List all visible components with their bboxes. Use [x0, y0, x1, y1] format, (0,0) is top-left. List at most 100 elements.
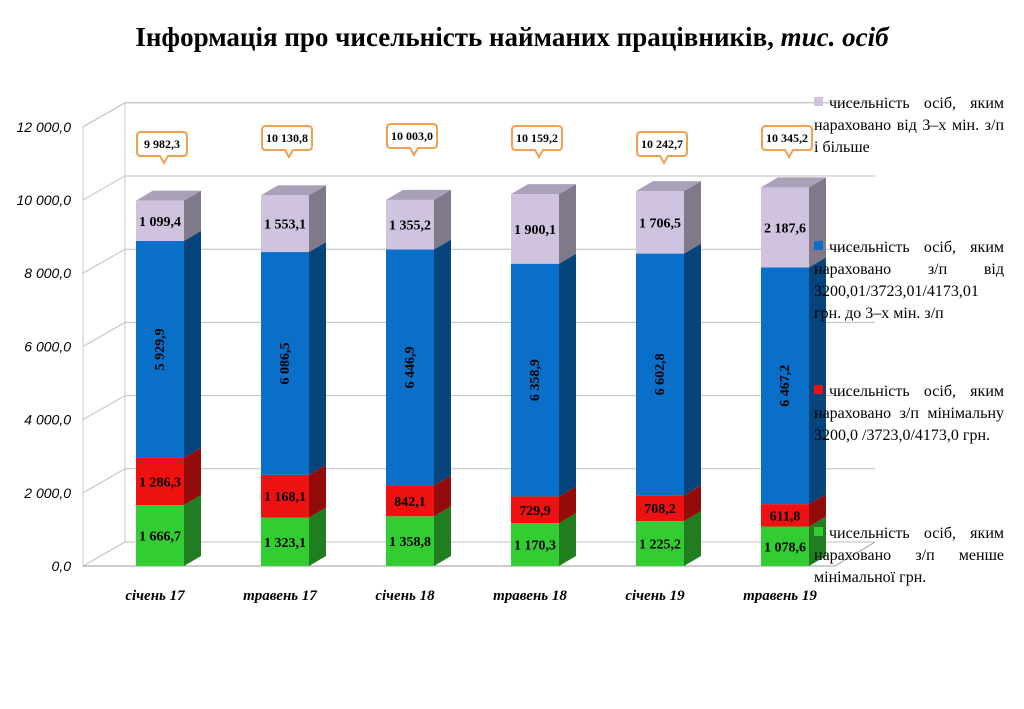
x-tick-label: травень 18 [493, 588, 567, 604]
total-callout [511, 125, 563, 160]
bar-segment-side [184, 230, 201, 458]
bar-segment [761, 526, 809, 566]
y-tick-label: 0,0 [52, 558, 72, 574]
total-label: 10 130,8 [266, 131, 308, 145]
y-tick-label: 4 000,0 [24, 412, 71, 428]
legend-swatch [814, 241, 823, 250]
bar-segment-side [559, 486, 576, 524]
gridline [82, 102, 875, 128]
bar-segment-side [184, 494, 201, 566]
bar-segment-side [684, 485, 701, 522]
bar-segment [761, 267, 809, 505]
legend-label: чисельність осіб, яким нараховано з/п ме… [814, 525, 1004, 586]
bar-segment [511, 523, 559, 566]
x-tick-label: травень 19 [743, 588, 817, 604]
bar-segment-label: 1 355,2 [389, 219, 431, 234]
bar-segment-side [684, 181, 701, 254]
total-callout [761, 125, 813, 160]
y-tick-label: 8 000,0 [24, 265, 71, 281]
gridline [82, 468, 875, 494]
bar-segment-side [309, 185, 326, 253]
bar-segment [261, 195, 309, 253]
total-label: 10 345,2 [766, 131, 808, 145]
total-label: 9 982,3 [144, 137, 180, 151]
legend-swatch [814, 97, 823, 106]
legend-label: чисельність осіб, яким нараховано від 3–… [814, 95, 1004, 156]
legend-swatch [814, 527, 823, 536]
bar-segment-label: 1 323,1 [264, 536, 306, 551]
gridline [82, 395, 875, 421]
bar-top-cap [386, 189, 451, 200]
legend-item: чисельність осіб, яким нараховано з/п ві… [814, 237, 1004, 325]
bar-segment [636, 495, 684, 522]
bar-segment-side [684, 511, 701, 566]
bar-segment-side [434, 475, 451, 517]
bar-segment [636, 253, 684, 496]
bar-segment-side [309, 507, 326, 566]
gridline [82, 321, 875, 347]
bar-segment-label: 1 099,4 [139, 215, 181, 230]
bar-segment-label: 6 467,2 [778, 365, 793, 407]
bar-segment [761, 504, 809, 527]
legend-item: чисельність осіб, яким нараховано з/п мі… [814, 381, 1004, 447]
bar-segment-side [684, 243, 701, 496]
bar-segment-label: 842,1 [394, 495, 426, 510]
bar-top-cap [261, 185, 326, 196]
bar-segment-side [559, 253, 576, 497]
bar-segment-label: 5 929,9 [153, 328, 168, 370]
bar-segment-label: 1 706,5 [639, 216, 681, 231]
bar-segment [386, 516, 434, 566]
legend-label: чисельність осіб, яким нараховано з/п мі… [814, 383, 1004, 444]
total-label: 10 242,7 [641, 137, 683, 151]
bar-segment-side [559, 513, 576, 566]
bar-segment-label: 1 286,3 [139, 475, 181, 490]
bar-segment [636, 521, 684, 566]
bar-segment-label: 1 666,7 [139, 529, 181, 544]
bar-segment-side [309, 242, 326, 475]
total-callout [261, 125, 313, 160]
chart-title-unit: тис. осіб [780, 22, 889, 52]
y-tick-label: 10 000,0 [17, 192, 72, 208]
bar-segment-label: 6 086,5 [278, 342, 293, 384]
total-callout [136, 131, 188, 166]
bar-segment [761, 187, 809, 268]
y-tick-label: 12 000,0 [17, 119, 72, 135]
bar-segment-side [309, 464, 326, 518]
bar-segment [136, 240, 184, 458]
bar-segment-label: 729,9 [519, 504, 551, 519]
bar-segment-side [184, 447, 201, 505]
bar-segment [511, 496, 559, 524]
bar-segment-label: 1 170,3 [514, 539, 556, 554]
x-tick-label: січень 18 [375, 588, 435, 604]
x-tick-label: січень 19 [625, 588, 685, 604]
bar-segment-side [809, 257, 826, 505]
bar-top-cap [511, 184, 576, 195]
bar-segment-label: 2 187,6 [764, 221, 806, 236]
y-tick-label: 6 000,0 [24, 338, 71, 354]
bar-segment-label: 6 602,8 [653, 353, 668, 395]
bar-segment [511, 263, 559, 497]
bar-segment-label: 1 225,2 [639, 538, 681, 553]
bar-segment [386, 249, 434, 486]
bar-segment-label: 1 358,8 [389, 535, 431, 550]
bar-segment-label: 1 168,1 [264, 490, 306, 505]
x-tick-label: січень 17 [125, 588, 185, 604]
gridline [82, 175, 875, 201]
bar-segment-label: 1 900,1 [514, 223, 556, 238]
chart-floor-edge [83, 541, 876, 567]
gridline [82, 541, 875, 567]
bar-segment-side [434, 239, 451, 486]
bar-segment-side [809, 494, 826, 527]
total-label: 10 003,0 [391, 129, 433, 143]
y-tick-label: 2 000,0 [23, 485, 71, 501]
legend-label: чисельність осіб, яким нараховано з/п ві… [814, 239, 1004, 322]
bar-top-cap [761, 177, 826, 188]
bar-segment-label: 6 446,9 [403, 346, 418, 388]
legend-item: чисельність осіб, яким нараховано від 3–… [814, 93, 1004, 159]
bar-segment [511, 194, 559, 264]
bar-segment [136, 457, 184, 505]
gridline [82, 248, 875, 274]
bar-segment-side [559, 184, 576, 264]
bar-segment [261, 517, 309, 566]
